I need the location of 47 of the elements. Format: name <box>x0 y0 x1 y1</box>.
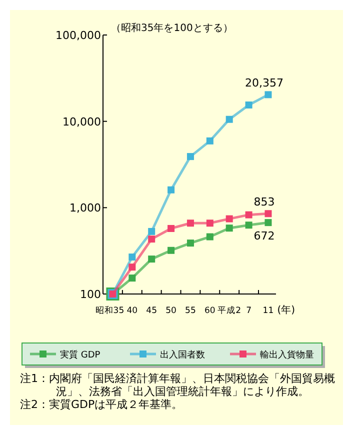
point <box>128 264 136 271</box>
x-tick-label: 11 <box>262 306 274 316</box>
text: 注1：内閣府「国民経済計算年報」、日本関税協会「外国貿易概況」、法務省「出入国管理統計年報」により作成。 <box>20 372 336 398</box>
legend-label: 実質 GDP <box>60 350 101 360</box>
point <box>226 224 233 232</box>
point <box>168 186 175 194</box>
data-label: 853 <box>254 196 275 209</box>
point <box>168 246 175 254</box>
x-axis-title: (年) <box>277 304 296 316</box>
x-tick-label: 昭和35 <box>95 305 124 316</box>
x-tick-label: 40 <box>126 306 138 316</box>
legend-label: 輸出入貨物量 <box>260 350 314 360</box>
point <box>148 228 156 235</box>
y-tick-label: 10,000 <box>62 115 101 128</box>
point <box>168 224 175 232</box>
x-tick-label: 55 <box>185 306 196 316</box>
point <box>128 274 136 282</box>
point <box>128 254 136 261</box>
x-tick-label: 45 <box>146 306 158 316</box>
point <box>245 102 252 108</box>
point <box>206 220 214 227</box>
point <box>264 91 272 98</box>
point <box>186 153 194 160</box>
y-tick-label: 1,000 <box>70 202 101 215</box>
point <box>148 256 156 263</box>
data-label: 20,357 <box>244 76 284 90</box>
x-tick-label: 60 <box>204 306 216 316</box>
y-tick-label: 100,000 <box>56 29 101 42</box>
point <box>226 215 233 222</box>
x-tick-label: 7 <box>246 306 252 316</box>
data-label: 672 <box>254 230 275 243</box>
point <box>245 222 252 229</box>
point <box>148 236 156 243</box>
point <box>264 219 272 226</box>
point <box>186 240 194 247</box>
y-axis-title: （昭和35年を100とする） <box>111 22 233 34</box>
x-tick-label: 平成2 <box>218 305 242 316</box>
legend-label: 出入国者数 <box>160 350 205 360</box>
point <box>186 220 194 227</box>
text: 注2：実質GDPは平成２年基準。 <box>20 398 184 411</box>
point <box>226 116 233 123</box>
point <box>206 233 214 240</box>
point <box>264 210 272 218</box>
x-tick-label: 50 <box>166 306 176 316</box>
point <box>206 137 214 144</box>
y-tick-label: 100 <box>80 288 101 301</box>
point <box>245 211 252 218</box>
